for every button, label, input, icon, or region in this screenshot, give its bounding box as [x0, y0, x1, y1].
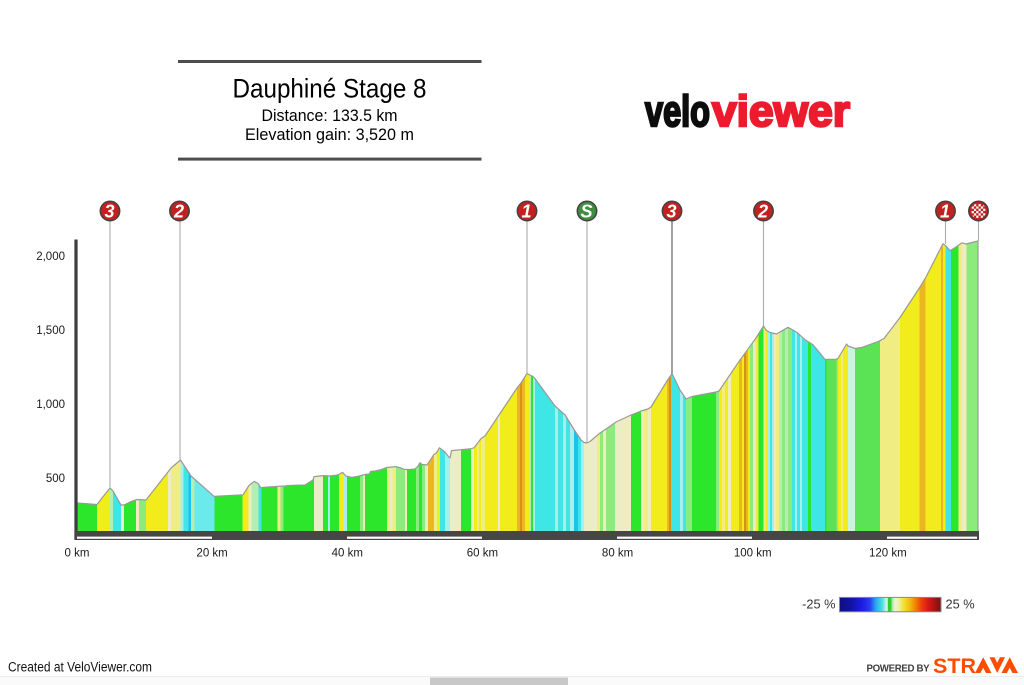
- svg-text:1: 1: [940, 202, 950, 222]
- svg-text:velo: velo: [645, 87, 710, 136]
- svg-text:2: 2: [173, 202, 184, 222]
- svg-text:2: 2: [757, 202, 768, 222]
- svg-text:40 km: 40 km: [332, 547, 363, 559]
- svg-text:60 km: 60 km: [467, 547, 498, 559]
- svg-text:20 km: 20 km: [196, 547, 227, 559]
- svg-text:1: 1: [521, 202, 531, 222]
- svg-text:Distance: 133.5 km: Distance: 133.5 km: [262, 106, 398, 125]
- svg-text:STR: STR: [933, 654, 976, 678]
- svg-text:S: S: [580, 202, 592, 222]
- svg-text:25 %: 25 %: [946, 597, 975, 612]
- svg-text:Elevation gain: 3,520 m: Elevation gain: 3,520 m: [245, 125, 414, 144]
- svg-text:120 km: 120 km: [869, 547, 907, 559]
- svg-text:2,000: 2,000: [36, 251, 65, 263]
- svg-text:Created at VeloViewer.com: Created at VeloViewer.com: [8, 660, 152, 675]
- svg-text:500: 500: [46, 473, 65, 485]
- svg-text:3: 3: [104, 202, 114, 222]
- svg-text:1,500: 1,500: [36, 325, 65, 337]
- svg-text:100 km: 100 km: [734, 547, 772, 559]
- svg-text:3: 3: [666, 202, 676, 222]
- svg-text:1,000: 1,000: [36, 399, 65, 411]
- svg-text:viewer: viewer: [712, 87, 850, 136]
- svg-text:0 km: 0 km: [65, 547, 90, 559]
- svg-text:80 km: 80 km: [602, 547, 633, 559]
- svg-text:Dauphiné Stage 8: Dauphiné Stage 8: [233, 74, 427, 104]
- svg-text:POWERED BY: POWERED BY: [867, 664, 931, 675]
- svg-text:-25 %: -25 %: [802, 597, 835, 612]
